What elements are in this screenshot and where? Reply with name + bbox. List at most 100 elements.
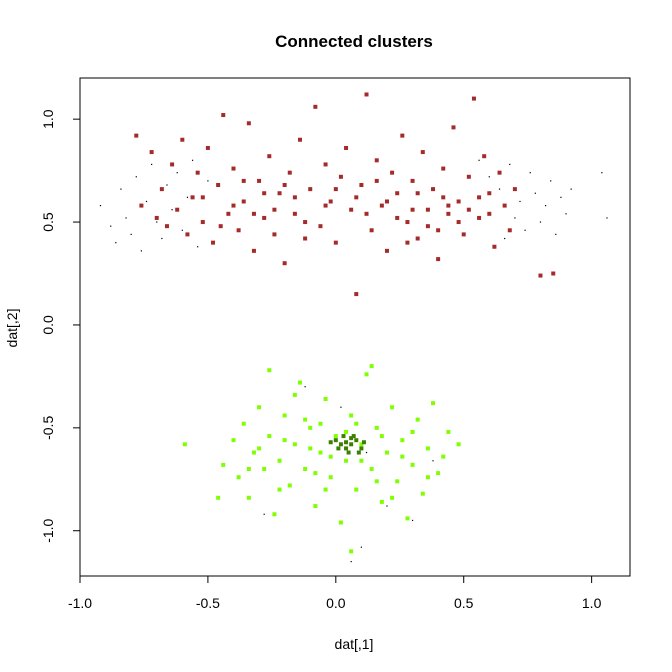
data-point-series-3 bbox=[356, 450, 361, 455]
data-point-series-0 bbox=[478, 159, 480, 161]
data-point-series-0 bbox=[560, 196, 562, 198]
data-point-series-1 bbox=[231, 166, 236, 171]
data-point-series-0 bbox=[207, 180, 209, 182]
plot-frame bbox=[79, 77, 631, 577]
data-point-series-1 bbox=[292, 211, 297, 216]
data-point-series-2 bbox=[354, 487, 359, 492]
data-point-series-0 bbox=[263, 513, 265, 515]
data-point-series-1 bbox=[477, 195, 482, 200]
data-point-series-2 bbox=[272, 512, 277, 517]
data-point-series-2 bbox=[425, 475, 430, 480]
data-point-series-3 bbox=[359, 446, 364, 451]
data-point-series-1 bbox=[384, 248, 389, 253]
data-point-series-2 bbox=[344, 429, 349, 434]
data-point-series-2 bbox=[303, 417, 308, 422]
data-point-series-2 bbox=[390, 405, 395, 410]
data-point-series-0 bbox=[120, 188, 122, 190]
data-point-series-2 bbox=[313, 471, 318, 476]
data-point-series-1 bbox=[303, 236, 308, 241]
data-point-series-2 bbox=[400, 454, 405, 459]
data-point-series-2 bbox=[354, 421, 359, 426]
data-point-series-1 bbox=[277, 191, 282, 196]
data-point-series-2 bbox=[369, 364, 374, 369]
data-point-series-2 bbox=[446, 429, 451, 434]
data-point-series-1 bbox=[436, 257, 441, 262]
data-point-series-1 bbox=[466, 207, 471, 212]
data-point-series-1 bbox=[446, 211, 451, 216]
data-point-series-1 bbox=[262, 191, 267, 196]
data-point-series-0 bbox=[166, 184, 168, 186]
data-point-series-0 bbox=[125, 217, 127, 219]
data-point-series-3 bbox=[328, 440, 333, 445]
data-point-series-1 bbox=[338, 174, 343, 179]
data-point-series-1 bbox=[441, 195, 446, 200]
data-point-series-1 bbox=[282, 261, 287, 266]
data-point-series-2 bbox=[333, 434, 338, 439]
data-point-series-1 bbox=[287, 170, 292, 175]
data-point-series-3 bbox=[336, 446, 341, 451]
data-point-series-3 bbox=[361, 440, 366, 445]
data-point-series-1 bbox=[195, 170, 200, 175]
data-point-series-1 bbox=[323, 203, 328, 208]
data-point-series-2 bbox=[267, 368, 272, 373]
data-point-series-1 bbox=[471, 96, 476, 101]
x-tick-label: -1.0 bbox=[68, 595, 92, 611]
data-point-series-0 bbox=[601, 172, 603, 174]
data-point-series-0 bbox=[529, 172, 531, 174]
data-point-series-3 bbox=[341, 434, 346, 439]
data-point-series-1 bbox=[405, 240, 410, 245]
data-point-series-3 bbox=[349, 442, 354, 447]
data-point-series-2 bbox=[415, 417, 420, 422]
data-point-series-2 bbox=[323, 397, 328, 402]
data-point-series-1 bbox=[267, 154, 272, 159]
data-point-series-0 bbox=[498, 188, 501, 190]
data-point-series-0 bbox=[161, 237, 163, 240]
data-point-series-2 bbox=[436, 471, 441, 476]
data-point-series-1 bbox=[425, 207, 430, 212]
x-tick-label: 0.5 bbox=[454, 595, 474, 611]
data-point-series-1 bbox=[436, 228, 441, 233]
data-point-series-0 bbox=[519, 200, 521, 203]
data-point-series-1 bbox=[364, 92, 369, 97]
data-point-series-1 bbox=[354, 195, 359, 200]
data-point-series-2 bbox=[359, 442, 364, 447]
data-point-series-0 bbox=[135, 176, 137, 178]
y-tick-label: 0.5 bbox=[40, 212, 56, 232]
x-tick-label: 0.0 bbox=[326, 595, 346, 611]
data-point-series-1 bbox=[395, 215, 400, 220]
data-point-series-2 bbox=[323, 487, 328, 492]
data-point-series-1 bbox=[175, 207, 180, 212]
data-point-series-2 bbox=[257, 446, 262, 451]
data-point-series-1 bbox=[180, 137, 185, 142]
data-point-series-2 bbox=[410, 429, 415, 434]
data-point-series-1 bbox=[313, 104, 318, 109]
data-point-series-1 bbox=[502, 203, 507, 208]
data-point-series-0 bbox=[509, 163, 511, 166]
data-point-series-0 bbox=[130, 233, 132, 235]
data-point-series-3 bbox=[344, 446, 349, 451]
data-point-series-1 bbox=[149, 150, 154, 155]
data-point-series-1 bbox=[226, 211, 231, 216]
data-point-series-1 bbox=[405, 220, 410, 225]
data-point-series-1 bbox=[551, 271, 556, 276]
data-point-series-0 bbox=[539, 221, 542, 223]
data-point-series-1 bbox=[344, 145, 349, 150]
data-point-series-2 bbox=[282, 438, 287, 443]
data-point-series-1 bbox=[134, 133, 139, 138]
data-point-series-2 bbox=[349, 549, 354, 554]
data-point-series-3 bbox=[344, 440, 349, 445]
data-point-series-2 bbox=[456, 442, 461, 447]
data-point-series-1 bbox=[374, 178, 379, 183]
data-point-series-2 bbox=[257, 405, 262, 410]
data-point-series-1 bbox=[395, 191, 400, 196]
data-point-series-1 bbox=[159, 187, 164, 192]
x-axis-title: dat[,1] bbox=[335, 636, 374, 652]
data-point-series-0 bbox=[524, 229, 526, 231]
data-point-series-1 bbox=[456, 199, 461, 204]
data-point-series-2 bbox=[395, 479, 400, 484]
data-point-series-0 bbox=[565, 213, 567, 215]
data-point-series-1 bbox=[231, 203, 236, 208]
data-point-series-1 bbox=[431, 187, 436, 192]
data-point-series-2 bbox=[246, 495, 251, 500]
data-point-series-1 bbox=[384, 199, 389, 204]
